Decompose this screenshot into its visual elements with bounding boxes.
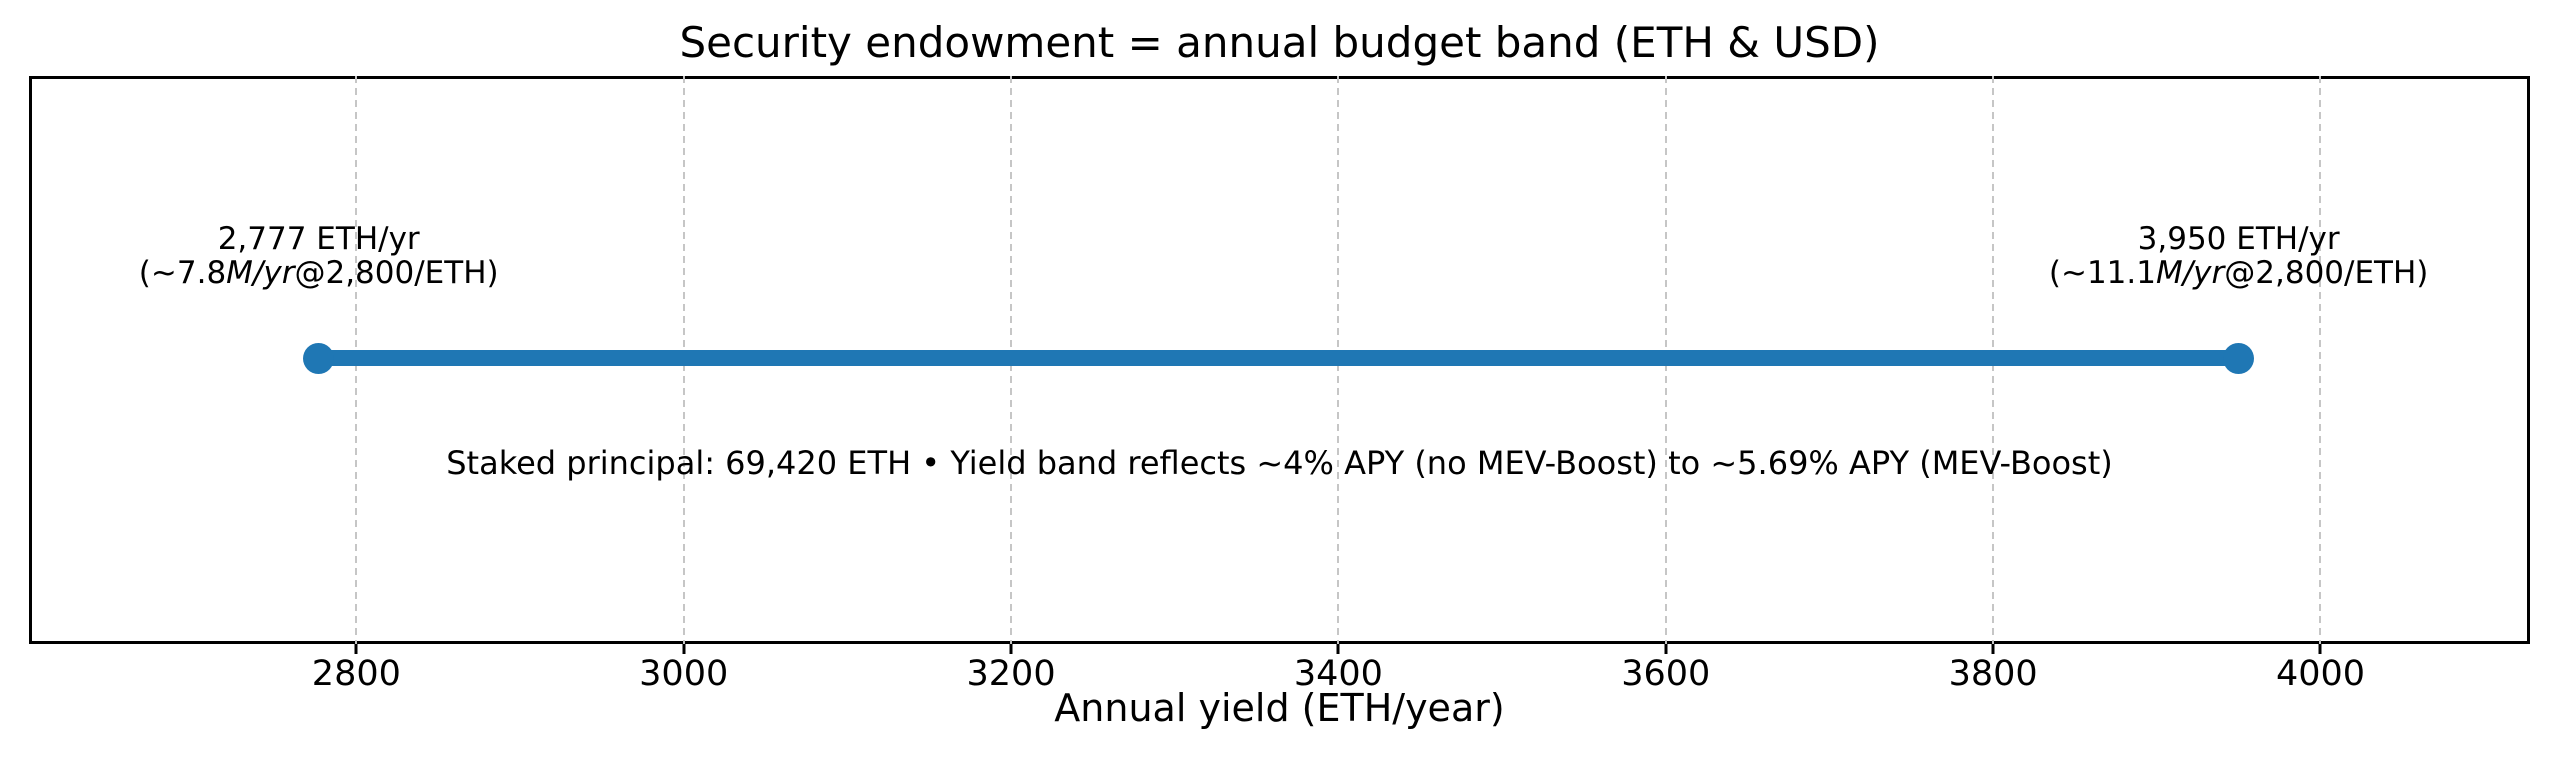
tick-label-2800: 2800 bbox=[311, 654, 401, 694]
gridline-4000 bbox=[2319, 76, 2322, 644]
tick-mark-2800 bbox=[354, 644, 358, 654]
band-dot-min bbox=[303, 342, 335, 374]
tick-mark-4000 bbox=[2318, 644, 2322, 654]
tick-label-3400: 3400 bbox=[1293, 654, 1383, 694]
tick-label-3000: 3000 bbox=[639, 654, 729, 694]
endpoint-label-min-line1: 2,777 ETH/yr bbox=[217, 221, 420, 257]
endpoint-label-max-line1: 3,950 ETH/yr bbox=[2137, 221, 2340, 257]
tick-mark-3800 bbox=[1991, 644, 1995, 654]
x-axis: 2800 3000 3200 3400 3600 3800 4000 bbox=[29, 644, 2530, 759]
endpoint-label-max-line2-post: @2,800/ETH) bbox=[2224, 255, 2429, 291]
tick-label-3800: 3800 bbox=[1948, 654, 2038, 694]
band-line bbox=[318, 350, 2239, 366]
tick-mark-3200 bbox=[1009, 644, 1013, 654]
tick-label-3600: 3600 bbox=[1621, 654, 1711, 694]
chart-title: Security endowment = annual budget band … bbox=[679, 18, 1880, 67]
tick-mark-3000 bbox=[682, 644, 686, 654]
tick-label-3200: 3200 bbox=[966, 654, 1056, 694]
x-axis-label: Annual yield (ETH/year) bbox=[1054, 686, 1505, 730]
endpoint-label-min-line2-post: @2,800/ETH) bbox=[294, 255, 499, 291]
endpoint-label-min: 2,777 ETH/yr (~7.8M/yr@2,800/ETH) bbox=[139, 222, 499, 290]
endpoint-label-min-line2-italic: M/yr bbox=[226, 255, 295, 291]
endpoint-label-min-line2: (~7.8M/yr@2,800/ETH) bbox=[139, 256, 499, 290]
endpoint-label-max-line2-italic: M/yr bbox=[2155, 255, 2225, 291]
endpoint-label-max-line2: (~11.1M/yr@2,800/ETH) bbox=[2049, 256, 2429, 290]
endpoint-label-max: 3,950 ETH/yr (~11.1M/yr@2,800/ETH) bbox=[2049, 222, 2429, 290]
tick-label-4000: 4000 bbox=[2275, 654, 2366, 694]
plot-content: 2,777 ETH/yr (~7.8M/yr@2,800/ETH) 3,950 … bbox=[29, 76, 2530, 644]
band-dot-max bbox=[2223, 342, 2255, 374]
endpoint-label-max-line2-pre: (~11.1 bbox=[2048, 255, 2156, 291]
tick-mark-3600 bbox=[1664, 644, 1668, 654]
endpoint-label-min-line2-pre: (~7.8 bbox=[138, 255, 227, 291]
tick-mark-3400 bbox=[1336, 644, 1340, 654]
staked-principal-annotation: Staked principal: 69,420 ETH • Yield ban… bbox=[446, 444, 2113, 482]
